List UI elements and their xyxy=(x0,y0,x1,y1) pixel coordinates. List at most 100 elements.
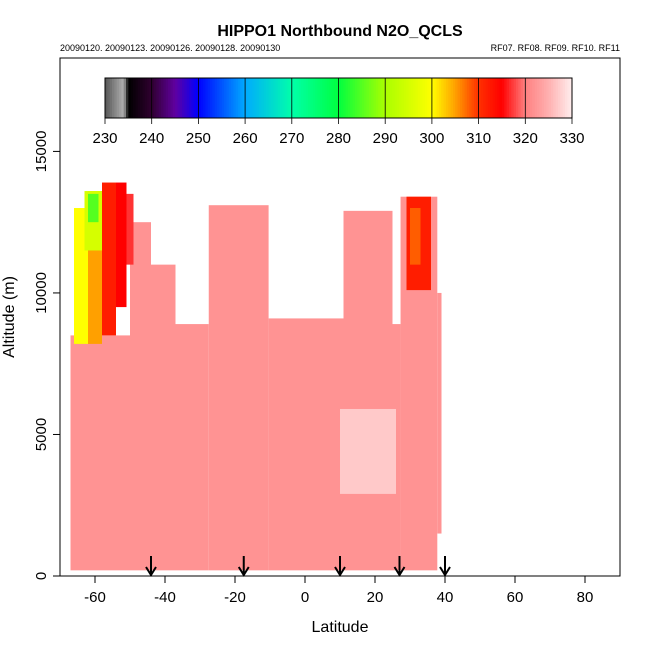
colorbar-swatch xyxy=(158,78,162,118)
colorbar-swatch xyxy=(401,78,405,118)
colorbar-swatch xyxy=(333,78,337,118)
colorbar-swatch xyxy=(259,78,263,118)
x-tick-label: -40 xyxy=(154,589,176,606)
colorbar-swatch xyxy=(541,78,545,118)
colorbar-swatch xyxy=(196,78,199,118)
x-tick-label: 80 xyxy=(577,589,594,606)
data-cell xyxy=(116,182,127,308)
colorbar-swatch xyxy=(466,78,470,118)
colorbar-swatch xyxy=(245,78,249,118)
colorbar-swatch xyxy=(326,78,330,118)
colorbar-swatch xyxy=(499,78,503,118)
colorbar-tick-label: 330 xyxy=(559,130,584,147)
colorbar-swatch xyxy=(207,78,211,118)
colorbar-swatch xyxy=(364,78,368,118)
colorbar-tick-label: 230 xyxy=(92,130,117,147)
colorbar-swatch xyxy=(462,78,466,118)
x-tick-label: -60 xyxy=(84,589,106,606)
colorbar-swatch xyxy=(126,78,129,118)
y-tick-label: 10000 xyxy=(33,272,50,314)
colorbar-swatch xyxy=(219,78,223,118)
colorbar-swatch xyxy=(287,78,291,118)
colorbar-swatch xyxy=(392,78,396,118)
colorbar-swatch xyxy=(273,78,277,118)
colorbar-swatch xyxy=(193,78,197,118)
subtitle-left: 20090120. 20090123. 20090126. 20090128. … xyxy=(60,43,280,53)
colorbar-tick-label: 270 xyxy=(279,130,304,147)
colorbar-swatch xyxy=(147,78,150,118)
colorbar-swatch xyxy=(406,78,410,118)
colorbar-swatch xyxy=(525,78,529,118)
colorbar-swatch xyxy=(394,78,398,118)
colorbar-swatch xyxy=(161,78,164,118)
colorbar-swatch xyxy=(298,78,302,118)
colorbar-swatch xyxy=(263,78,267,118)
colorbar-swatch xyxy=(492,78,496,118)
colorbar-swatch xyxy=(385,78,389,118)
colorbar-swatch xyxy=(434,78,438,118)
colorbar-swatch xyxy=(550,78,554,118)
colorbar-swatch xyxy=(254,78,258,118)
y-axis-label: Altitude (m) xyxy=(1,276,18,358)
colorbar-swatch xyxy=(567,78,571,118)
colorbar-swatch xyxy=(275,78,279,118)
colorbar-swatch xyxy=(249,78,253,118)
colorbar-swatch xyxy=(128,78,132,118)
colorbar-swatch xyxy=(527,78,531,118)
colorbar-swatch xyxy=(429,78,433,118)
latitude-arrow xyxy=(237,556,250,577)
data-cell xyxy=(268,318,344,571)
colorbar-swatch xyxy=(305,78,309,118)
colorbar-swatch xyxy=(294,78,298,118)
colorbar-swatch xyxy=(329,78,333,118)
colorbar-swatch xyxy=(539,78,543,118)
colorbar-swatch xyxy=(319,78,323,118)
colorbar-swatch xyxy=(373,78,377,118)
colorbar-swatch xyxy=(144,78,148,118)
colorbar-swatch xyxy=(210,78,214,118)
colorbar-swatch xyxy=(291,78,295,118)
colorbar-swatch xyxy=(478,78,482,118)
colorbar-swatch xyxy=(511,78,515,118)
x-tick-label: 0 xyxy=(301,589,309,606)
colorbar-swatch xyxy=(247,78,251,118)
colorbar-swatch xyxy=(198,78,202,118)
data-cell xyxy=(208,205,269,571)
latitude-arrow xyxy=(439,556,451,577)
colorbar-swatch xyxy=(200,78,204,118)
colorbar-swatch xyxy=(480,78,484,118)
colorbar-swatch xyxy=(214,78,218,118)
colorbar-swatch xyxy=(562,78,566,118)
colorbar-swatch xyxy=(359,78,363,118)
colorbar-swatch xyxy=(203,78,207,118)
colorbar-swatch xyxy=(266,78,270,118)
colorbar-swatch xyxy=(534,78,538,118)
colorbar-swatch xyxy=(378,78,382,118)
colorbar-swatch xyxy=(396,78,400,118)
colorbar-swatch xyxy=(546,78,550,118)
colorbar-swatch xyxy=(457,78,461,118)
colorbar-swatch xyxy=(133,78,136,118)
colorbar-swatch xyxy=(252,78,256,118)
data-cell xyxy=(392,324,401,571)
colorbar-swatch xyxy=(179,78,183,118)
colorbar-tick-label: 240 xyxy=(139,130,164,147)
colorbar-swatch xyxy=(331,78,335,118)
colorbar-swatch xyxy=(238,78,242,118)
colorbar-swatch xyxy=(543,78,547,118)
colorbar-swatch xyxy=(315,78,319,118)
colorbar-swatch xyxy=(240,78,244,118)
colorbar-swatch xyxy=(441,78,445,118)
colorbar-tick-label: 250 xyxy=(186,130,211,147)
data-cell xyxy=(126,193,134,265)
colorbar-swatch xyxy=(382,78,386,118)
colorbar-swatch xyxy=(548,78,552,118)
chart-title: HIPPO1 Northbound N2O_QCLS xyxy=(217,23,463,40)
colorbar-swatch xyxy=(501,78,505,118)
colorbar-swatch xyxy=(175,78,178,118)
colorbar-swatch xyxy=(105,78,108,118)
colorbar-swatch xyxy=(427,78,431,118)
data-cell xyxy=(88,193,99,223)
colorbar-swatch xyxy=(165,78,169,118)
colorbar-swatch xyxy=(116,78,120,118)
